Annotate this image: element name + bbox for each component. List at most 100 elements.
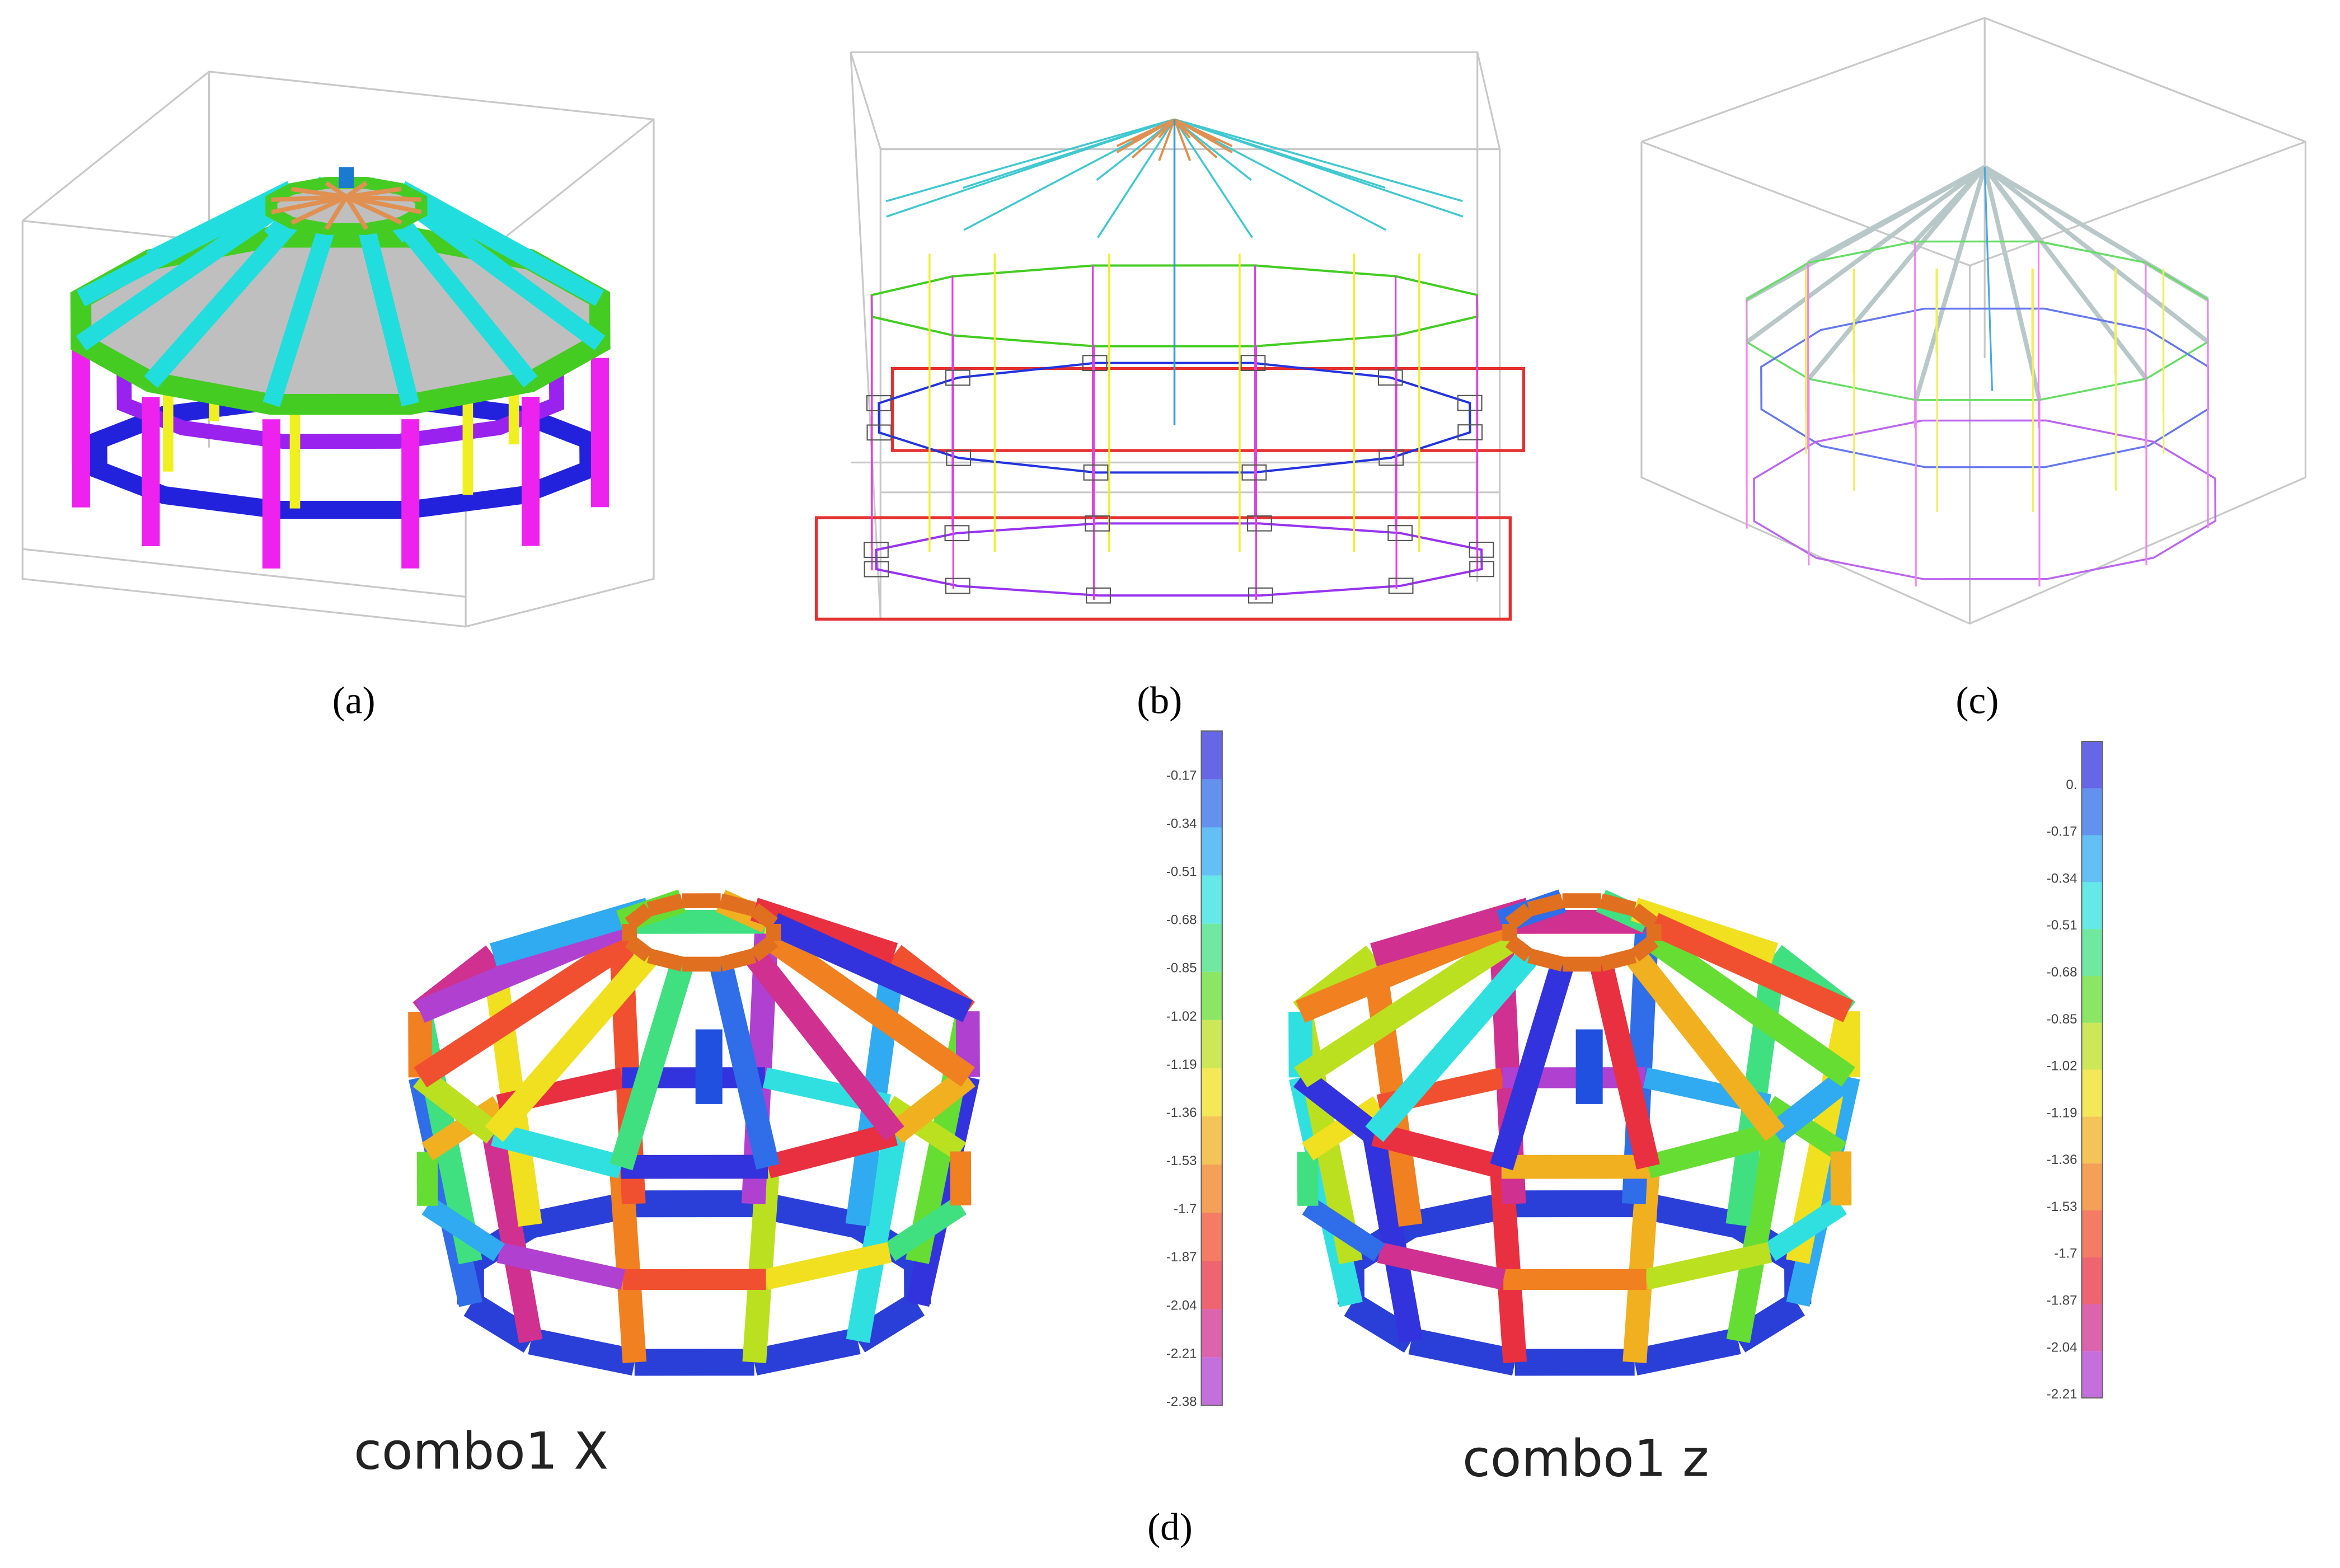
colorbar-segment [2081,1022,2103,1070]
column [1725,952,1786,1227]
models: -0.17 -0.34 -0.51 -0.68 -0.85 -1.02 -1.19 -1.36… [70,118,2217,1409]
member [1760,307,2210,468]
rib [609,960,694,1171]
strut [1173,118,1191,139]
support [1086,587,1111,604]
support [945,369,970,386]
beam [884,1196,967,1261]
strut [346,194,421,202]
rib [1647,931,1855,1087]
colorbar-label: 0. [2066,777,2077,792]
colorbar-segment [2081,1163,2103,1210]
colorbar-frame [1201,730,1223,1406]
rib [1807,165,1986,265]
rib [768,913,973,1022]
colorbar-label: -1.87 [1166,1250,1197,1265]
crown [1527,893,1564,917]
colorbar-segment [2081,1351,2103,1398]
rib [1913,165,1987,243]
colorbar-segment [1201,1068,1222,1116]
colorbar-label: -1.7 [2054,1246,2077,1261]
column [845,952,906,1227]
rib [709,961,780,1170]
colorbar-segment [2081,975,2103,1023]
beam [883,1096,967,1161]
strut [1174,118,1218,159]
colorbar-label: -1.7 [1174,1201,1197,1217]
highlight-box [814,516,1512,621]
support [1377,369,1403,386]
beam [1377,1242,1506,1290]
colorbar-segment [1201,971,1222,1020]
colorbar-label: -0.17 [1166,768,1197,783]
member [875,522,1483,597]
colorbar-label: -1.53 [1166,1153,1197,1168]
colorbar-label: -1.36 [1166,1105,1197,1120]
rib [144,217,298,388]
colorbar-segment [1201,1261,1222,1309]
rib [1096,119,1175,238]
support [1469,541,1494,558]
rib [1490,960,1574,1171]
crown [1599,893,1636,917]
colorbar-label: -0.85 [1166,961,1197,976]
column [1362,953,1423,1227]
crown [1630,903,1659,930]
rib [1982,166,2041,243]
column [1362,1132,1423,1344]
colorbar-label: -2.21 [1166,1346,1197,1361]
colorbar-segment [1201,779,1222,828]
strut [344,195,369,231]
crown [625,903,654,930]
beam [1764,1196,1847,1261]
crown [647,948,684,971]
colorbar-segment [2081,1257,2103,1304]
support [1457,395,1483,411]
colorbar-segment [1201,1165,1222,1213]
beam [1371,1123,1505,1179]
rib [1174,118,1463,203]
mast [339,167,354,188]
strut [291,186,347,199]
strut [1132,118,1175,142]
support [1241,464,1267,481]
beam [1408,1328,1518,1376]
rib [766,931,975,1087]
rib [1807,166,1987,381]
colorbar-segment [1201,1020,1222,1068]
colorbar-label: -1.87 [2047,1293,2078,1308]
crown [749,935,779,962]
column [481,953,542,1227]
rib [416,191,604,306]
colorbar-label: -0.51 [2047,918,2078,933]
rib [1174,119,1253,238]
colorbar-frame [2081,740,2103,1399]
beam [1302,1197,1386,1261]
strut [1173,119,1192,161]
strut [271,194,347,202]
strut [1158,119,1176,161]
colorbar-segment [1201,731,1222,780]
rib [885,118,1175,203]
member [1745,240,2209,401]
rib [1982,166,2042,401]
rib [415,913,634,1023]
rib [262,226,335,407]
colorbar-segment [1201,1116,1222,1165]
crown [1505,935,1534,962]
crown [1599,948,1637,971]
colorbar-segment [2081,1210,2103,1257]
colorbar-label: -1.19 [1166,1057,1197,1072]
strut [325,181,348,199]
beam [528,1328,637,1376]
colorbar-label: -1.36 [2047,1152,2078,1167]
crown [1527,948,1565,971]
colorbar-label: -2.21 [2047,1387,2078,1402]
beam [1302,1096,1385,1161]
beam [1767,1067,1856,1144]
support [866,424,892,441]
colorbar-label: -0.68 [2047,965,2078,980]
beam [412,1068,501,1144]
support [1083,464,1109,481]
